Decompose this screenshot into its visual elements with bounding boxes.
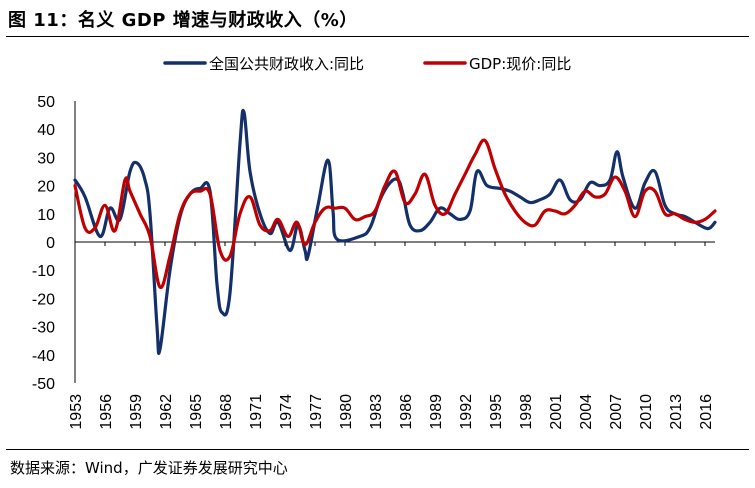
x-tick-label: 2004 xyxy=(578,394,595,430)
x-tick-label: 1998 xyxy=(518,394,535,430)
y-tick-label: 40 xyxy=(37,122,55,139)
y-tick-label: 50 xyxy=(37,94,55,111)
x-tick-label: 1995 xyxy=(488,394,505,430)
x-tick-label: 2010 xyxy=(638,394,655,430)
x-tick-label: 1953 xyxy=(68,394,85,430)
x-tick-label: 1977 xyxy=(308,394,325,430)
y-tick-label: -50 xyxy=(32,376,55,393)
x-tick-label: 1965 xyxy=(188,394,205,430)
x-tick-label: 1992 xyxy=(458,394,475,430)
x-axis-ticks: 1953 1956 1959 1962 1965 1968 1971 1974 1977 1980… xyxy=(68,242,715,430)
series-line-nominal-gdp xyxy=(73,138,717,289)
x-tick-label: 2007 xyxy=(608,394,625,430)
y-tick-label: -20 xyxy=(32,291,55,308)
figure-title: 图 11：名义 GDP 增速与财政收入（%） xyxy=(8,10,358,31)
x-tick-label: 1989 xyxy=(428,394,445,430)
x-tick-label: 1968 xyxy=(218,394,235,430)
x-tick-label: 1983 xyxy=(368,394,385,430)
y-tick-label: -30 xyxy=(32,320,55,337)
y-tick-label: 0 xyxy=(46,235,55,252)
y-tick-label: 10 xyxy=(37,207,55,224)
y-tick-label: -40 xyxy=(32,348,55,365)
legend: 全国公共财政收入:同比 GDP:现价:同比 xyxy=(163,55,571,73)
x-tick-label: 1959 xyxy=(128,394,145,430)
x-tick-label: 1956 xyxy=(98,394,115,430)
series-line-fiscal-revenue xyxy=(73,108,717,355)
x-tick-label: 2001 xyxy=(548,394,565,430)
y-tick-label: -10 xyxy=(32,263,55,280)
y-axis-ticks: 50 40 30 20 10 0 -10 -20 -30 -40 -50 xyxy=(32,94,55,393)
y-tick-label: 20 xyxy=(37,179,55,196)
x-tick-label: 1962 xyxy=(158,394,175,430)
x-tick-label: 1974 xyxy=(278,394,295,430)
y-tick-label: 30 xyxy=(37,150,55,167)
legend-nominal-gdp-label: GDP:现价:同比 xyxy=(469,55,571,73)
chart-axes xyxy=(74,101,715,383)
x-tick-label: 1980 xyxy=(338,394,355,430)
chart-series xyxy=(73,108,717,355)
x-tick-label: 1971 xyxy=(248,394,265,430)
x-tick-label: 2013 xyxy=(668,394,685,430)
x-tick-label: 2016 xyxy=(698,394,715,430)
legend-fiscal-revenue-label: 全国公共财政收入:同比 xyxy=(209,55,364,73)
source-rule xyxy=(6,449,749,450)
x-tick-label: 1986 xyxy=(398,394,415,430)
title-rule xyxy=(6,36,749,37)
source-note: 数据来源：Wind，广发证券发展研究中心 xyxy=(10,459,288,477)
